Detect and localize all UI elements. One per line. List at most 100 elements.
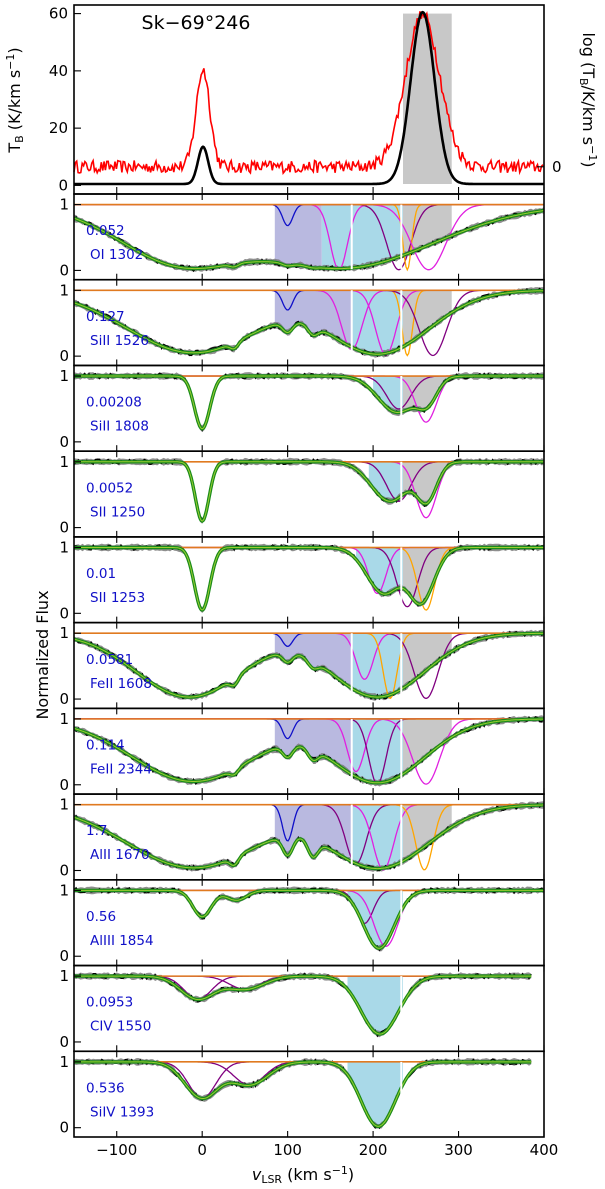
absorption-panel: 0 1 0.00208 SiII 1808 [59, 364, 545, 452]
panel-scale-factor: 0.0581 [86, 652, 133, 668]
x-axis-label: vLSR (km s−1) [252, 1164, 354, 1186]
panel-ion-label: SII 1253 [90, 590, 145, 606]
model-total-inner [73, 632, 544, 698]
model-total-inner [73, 290, 545, 355]
error-band [74, 1058, 532, 1129]
emission-left-tick-label: 60 [49, 5, 68, 23]
emission-left-tick-label: 20 [49, 119, 68, 137]
panel-ion-label: SII 1250 [90, 504, 145, 520]
y-tick-label: 0 [59, 347, 69, 365]
panel-scale-factor: 0.00208 [86, 395, 142, 411]
absorption-panel: 0 1 1.7 AlII 1670 [59, 793, 545, 881]
x-tick-label: 400 [530, 1141, 559, 1159]
panel-scale-factor: 0.01 [86, 566, 116, 582]
absorption-fill [351, 718, 403, 783]
x-tick-label: −100 [96, 1141, 137, 1159]
y-tick-label: 0 [59, 947, 69, 965]
axis-labels: vLSR (km s−1) Normalized Flux TB (K/km s… [4, 32, 599, 1186]
y-tick-label: 0 [59, 604, 69, 622]
panel-scale-factor: 0.052 [86, 223, 125, 239]
model-total-inner [74, 461, 544, 522]
absorption-fill [274, 633, 352, 689]
absorption-panel: 0 1 0.56 AlIII 1854 [59, 879, 545, 967]
emission-left-tick-label: 0 [58, 176, 68, 194]
emission-right-tick-label: 0 [552, 158, 562, 176]
y-tick-label: 1 [59, 1053, 69, 1071]
error-band [74, 457, 544, 524]
absorption-panel: 0 1 0.0581 FeII 1608 [59, 621, 545, 710]
y-axis-label: Normalized Flux [33, 590, 52, 719]
panel-scale-factor: 0.56 [86, 909, 116, 925]
absorption-panel: 0 1 0.0953 CIV 1550 [59, 964, 545, 1053]
panel-ion-label: SiII 1526 [90, 333, 149, 349]
x-tick-label: 0 [197, 1141, 207, 1159]
model-total-inner [74, 975, 532, 1035]
absorption-fill [347, 976, 403, 1035]
panel-scale-factor: 0.114 [86, 738, 125, 754]
y-tick-label: 1 [59, 196, 69, 214]
absorption-fill [403, 718, 452, 774]
y-tick-label: 1 [59, 881, 69, 899]
panel-ion-label: CIV 1550 [90, 1019, 151, 1035]
emission-title: Sk−69°246 [142, 12, 251, 34]
emission-log-series [73, 10, 544, 176]
component-profile [74, 375, 544, 423]
component-profile [74, 546, 544, 595]
model-total-inner [74, 547, 544, 611]
emission-left-axis-label: TB (K/km s−1) [4, 47, 26, 153]
absorption-panel: 0 1 0.114 FeII 2344 [59, 707, 545, 795]
panel-ion-label: FeII 2344 [90, 762, 152, 778]
component-profile [74, 889, 544, 924]
y-tick-label: 1 [59, 538, 69, 556]
absorption-panel: 0 1 0.127 SiII 1526 [59, 278, 545, 367]
model-total-inner [74, 375, 544, 430]
emission-gray-fill [403, 12, 452, 185]
model-total-inner [74, 889, 544, 949]
x-tick-label: 300 [444, 1141, 473, 1159]
absorption-fill [351, 633, 403, 698]
y-tick-label: 1 [59, 710, 69, 728]
absorption-fill [351, 804, 403, 869]
absorption-fill [351, 290, 403, 355]
component-profile [74, 1061, 531, 1099]
component-profile [74, 1061, 531, 1086]
y-tick-label: 0 [59, 519, 69, 537]
emission-panel: 020406001Sk−69°246 [49, 4, 562, 195]
x-tick-label: 200 [359, 1141, 388, 1159]
absorption-frame [73, 1050, 545, 1138]
component-profile [74, 461, 544, 502]
y-tick-label: 0 [59, 1033, 69, 1051]
panel-scale-factor: 1.7 [86, 823, 107, 839]
panel-ion-label: SiIV 1393 [90, 1104, 154, 1120]
absorption-fill [403, 290, 452, 347]
y-tick-label: 0 [59, 261, 69, 279]
error-band [74, 372, 544, 433]
y-tick-label: 1 [59, 453, 69, 471]
y-tick-label: 0 [59, 1119, 69, 1137]
emission-right-axis-label: log (TB/K/km s−1) [577, 32, 599, 167]
y-tick-label: 0 [59, 433, 69, 451]
panel-ion-label: AlIII 1854 [90, 933, 154, 949]
panel-scale-factor: 0.536 [86, 1080, 125, 1096]
panel-ion-label: SiII 1808 [90, 419, 149, 435]
panel-ion-label: FeII 1608 [90, 676, 152, 692]
x-tick-label: 100 [273, 1141, 302, 1159]
panel-scale-factor: 0.127 [86, 309, 125, 325]
emission-linear-series [74, 10, 544, 186]
model-total-inner [73, 718, 544, 784]
absorption-fill [321, 204, 403, 269]
component-profile [74, 375, 544, 410]
y-tick-label: 0 [59, 776, 69, 794]
absorption-panel: 0 1 0.0052 SII 1250 [59, 450, 545, 538]
panel-ion-label: AlII 1670 [90, 847, 150, 863]
y-tick-label: 1 [59, 796, 69, 814]
y-tick-label: 0 [59, 690, 69, 708]
emission-left-tick-label: 40 [49, 62, 68, 80]
y-tick-label: 1 [59, 281, 69, 299]
y-tick-label: 0 [59, 862, 69, 880]
absorption-fill [347, 890, 403, 949]
y-tick-label: 1 [59, 967, 69, 985]
absorption-fill [373, 376, 403, 413]
